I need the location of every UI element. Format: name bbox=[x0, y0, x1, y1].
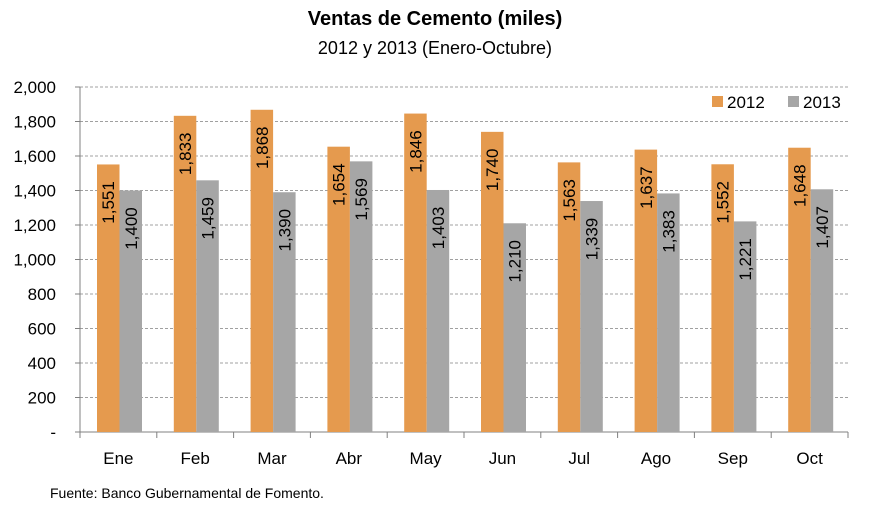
data-label: 1,552 bbox=[714, 181, 733, 224]
y-tick-label: - bbox=[50, 423, 56, 442]
bar-2012-abr bbox=[327, 146, 350, 432]
legend-label-2012: 2012 bbox=[727, 93, 765, 112]
x-tick-label: Sep bbox=[718, 449, 748, 468]
data-label: 1,400 bbox=[122, 207, 141, 250]
data-label: 1,407 bbox=[813, 206, 832, 249]
legend-swatch-2012 bbox=[712, 96, 723, 107]
y-tick-label: 1,200 bbox=[13, 216, 56, 235]
y-tick-label: 1,600 bbox=[13, 147, 56, 166]
data-label: 1,383 bbox=[659, 210, 678, 253]
x-tick-label: Abr bbox=[336, 449, 363, 468]
bar-2012-mar bbox=[250, 109, 274, 433]
y-tick-label: 800 bbox=[28, 285, 56, 304]
bar-2013-feb bbox=[196, 180, 219, 432]
y-tick-label: 200 bbox=[28, 389, 56, 408]
data-label: 1,833 bbox=[176, 133, 195, 176]
x-tick-label: May bbox=[410, 449, 443, 468]
x-tick-label: Feb bbox=[181, 449, 210, 468]
bar-2012-may bbox=[404, 113, 427, 432]
chart-subtitle: 2012 y 2013 (Enero-Octubre) bbox=[317, 38, 553, 58]
bar-2013-oct bbox=[810, 189, 834, 432]
y-tick-label: 2,000 bbox=[13, 78, 56, 97]
bar-2013-jun bbox=[503, 223, 526, 432]
x-tick-label: Jun bbox=[489, 449, 516, 468]
bar-2013-ene bbox=[119, 190, 142, 432]
data-label: 1,569 bbox=[352, 178, 371, 221]
bar-2012-ago bbox=[634, 149, 658, 432]
data-label: 1,563 bbox=[560, 179, 579, 222]
data-label: 1,339 bbox=[583, 218, 602, 261]
data-label: 1,846 bbox=[406, 130, 425, 173]
data-label: 1,654 bbox=[330, 163, 349, 206]
x-tick-label: Oct bbox=[796, 449, 823, 468]
y-tick-label: 1,800 bbox=[13, 113, 56, 132]
data-label: 1,648 bbox=[790, 164, 809, 207]
bar-2013-ago bbox=[657, 193, 680, 432]
x-tick-label: Mar bbox=[257, 449, 287, 468]
x-tick-label: Ago bbox=[641, 449, 671, 468]
y-tick-label: 600 bbox=[28, 320, 56, 339]
data-label: 1,403 bbox=[429, 207, 448, 250]
y-tick-label: 1,000 bbox=[13, 251, 56, 270]
bar-2012-oct bbox=[788, 147, 811, 432]
data-label: 1,390 bbox=[275, 209, 294, 252]
y-tick-label: 400 bbox=[28, 354, 56, 373]
data-label: 1,740 bbox=[483, 149, 502, 192]
bar-2013-jul bbox=[580, 201, 603, 432]
data-label: 1,551 bbox=[99, 181, 118, 224]
bar-2013-may bbox=[426, 189, 450, 432]
data-label: 1,459 bbox=[199, 197, 218, 240]
bar-2013-abr bbox=[349, 161, 373, 432]
bar-2013-sep bbox=[733, 221, 757, 432]
x-tick-label: Jul bbox=[568, 449, 590, 468]
data-label: 1,868 bbox=[253, 126, 272, 169]
source-note: Fuente: Banco Gubernamental de Fomento. bbox=[50, 485, 324, 501]
data-label: 1,637 bbox=[637, 166, 656, 209]
legend-label-2013: 2013 bbox=[803, 93, 841, 112]
bar-2012-ene bbox=[97, 164, 120, 432]
bar-2012-jun bbox=[481, 131, 504, 432]
bar-2012-jul bbox=[557, 162, 581, 432]
chart-title: Ventas de Cemento (miles) bbox=[307, 8, 563, 30]
bar-2013-mar bbox=[273, 192, 296, 432]
data-label: 1,210 bbox=[506, 240, 525, 283]
bar-2012-sep bbox=[711, 164, 734, 432]
data-label: 1,221 bbox=[736, 238, 755, 281]
bar-2012-feb bbox=[173, 115, 197, 433]
x-tick-label: Ene bbox=[103, 449, 133, 468]
y-tick-label: 1,400 bbox=[13, 182, 56, 201]
legend-swatch-2013 bbox=[788, 96, 799, 107]
